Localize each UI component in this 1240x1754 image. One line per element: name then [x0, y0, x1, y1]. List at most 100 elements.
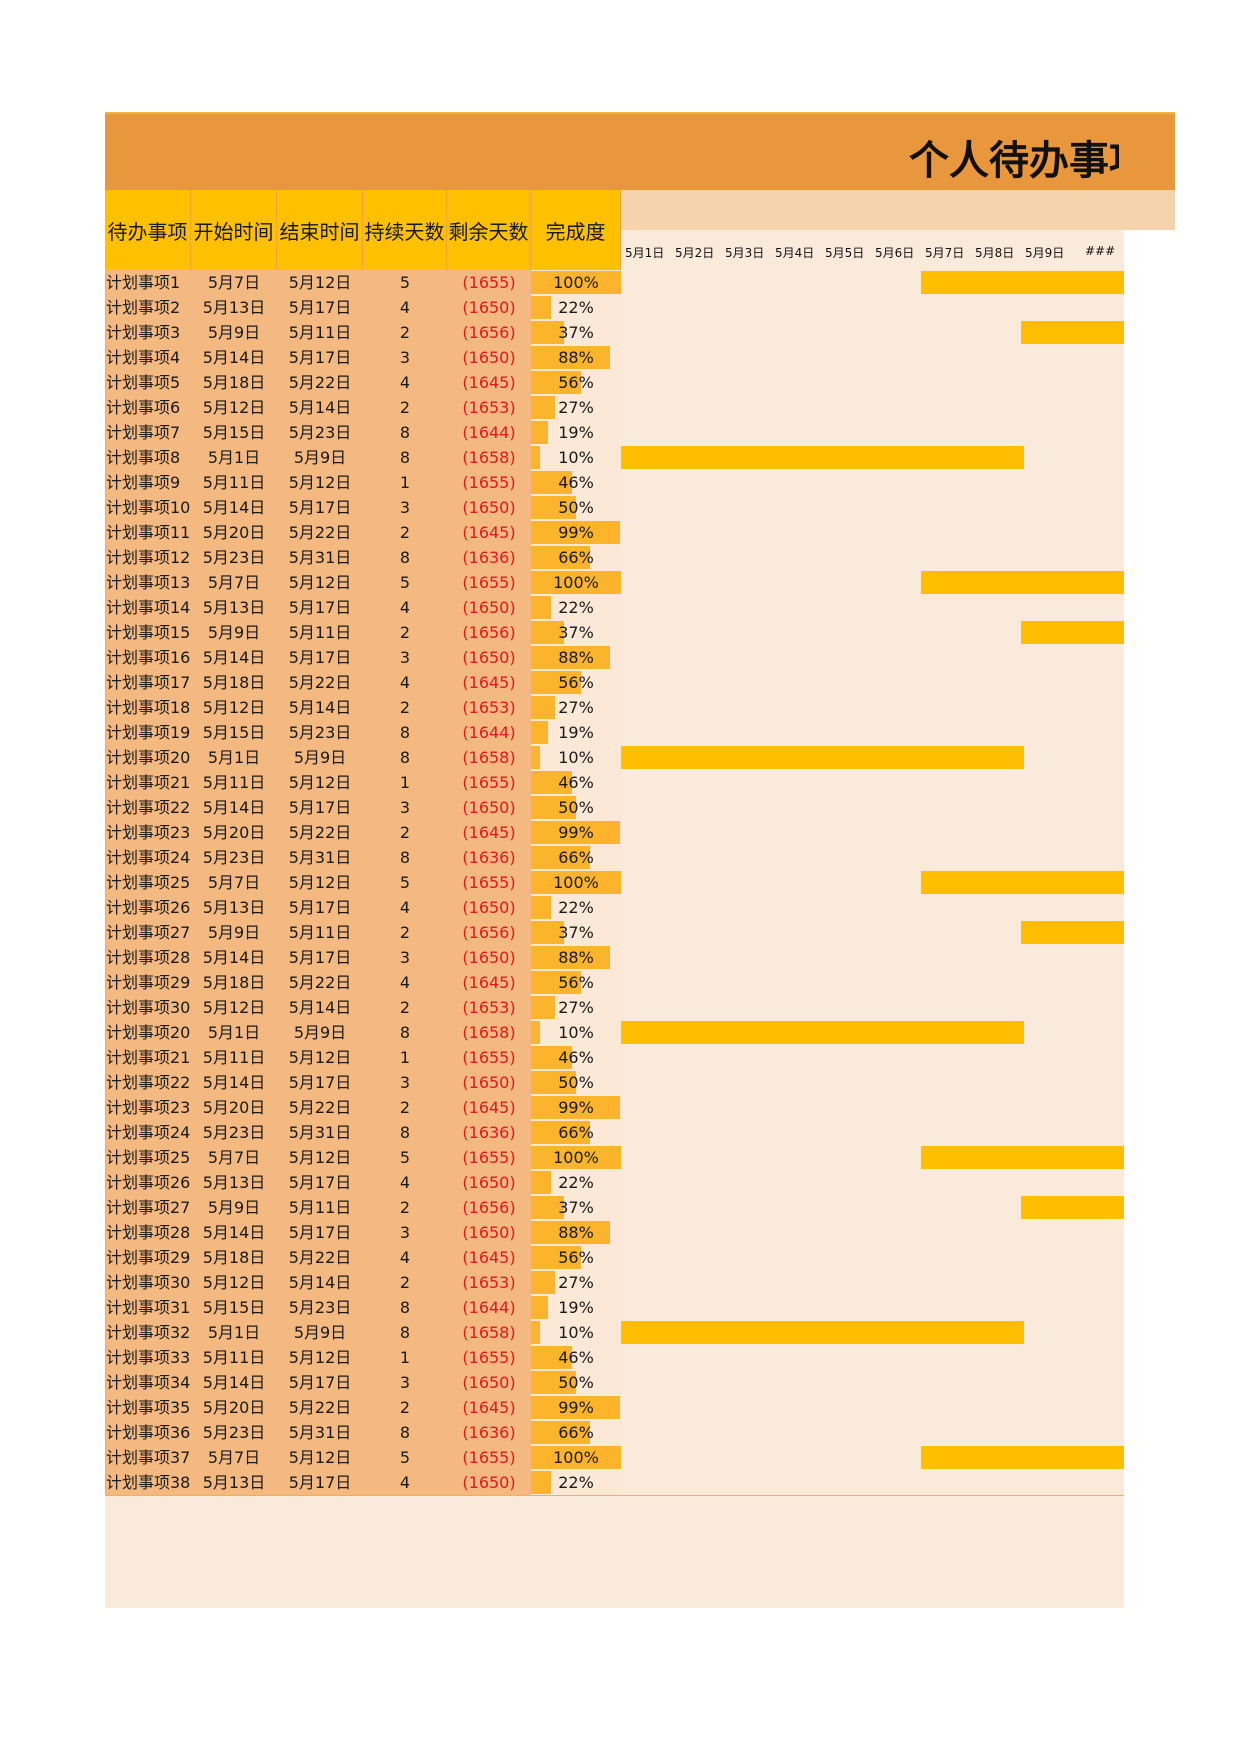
table-row[interactable]: 计划事项29 5月18日 5月22日 4 (1645) 56% [105, 970, 1124, 995]
table-row[interactable]: 计划事项17 5月18日 5月22日 4 (1645) 56% [105, 670, 1124, 695]
table-row[interactable]: 计划事项11 5月20日 5月22日 2 (1645) 99% [105, 520, 1124, 545]
task-name-cell[interactable]: 计划事项1 [105, 270, 192, 295]
start-date-cell[interactable]: 5月11日 [191, 770, 277, 795]
duration-cell[interactable]: 3 [363, 345, 447, 370]
end-date-cell[interactable]: 5月9日 [277, 745, 363, 770]
duration-cell[interactable]: 2 [363, 995, 447, 1020]
task-name-cell[interactable]: 计划事项24 [105, 845, 192, 870]
end-date-cell[interactable]: 5月17日 [277, 945, 363, 970]
progress-cell[interactable]: 99% [531, 520, 621, 545]
gantt-bar[interactable] [621, 446, 1024, 469]
table-row[interactable]: 计划事项25 5月7日 5月12日 5 (1655) 100% [105, 870, 1124, 895]
end-date-cell[interactable]: 5月17日 [277, 295, 363, 320]
task-name-cell[interactable]: 计划事项33 [105, 1345, 192, 1370]
remaining-days-cell[interactable]: (1658) [447, 1320, 531, 1345]
remaining-days-cell[interactable]: (1644) [447, 720, 531, 745]
progress-cell[interactable]: 22% [531, 895, 621, 920]
task-name-cell[interactable]: 计划事项22 [105, 795, 192, 820]
task-name-cell[interactable]: 计划事项17 [105, 670, 192, 695]
end-date-cell[interactable]: 5月14日 [277, 695, 363, 720]
remaining-days-cell[interactable]: (1650) [447, 1370, 531, 1395]
remaining-days-cell[interactable]: (1636) [447, 845, 531, 870]
gantt-bar[interactable] [1021, 621, 1124, 644]
table-row[interactable]: 计划事项6 5月12日 5月14日 2 (1653) 27% [105, 395, 1124, 420]
progress-cell[interactable]: 56% [531, 1245, 621, 1270]
remaining-days-cell[interactable]: (1650) [447, 345, 531, 370]
task-name-cell[interactable]: 计划事项31 [105, 1295, 192, 1320]
progress-cell[interactable]: 27% [531, 995, 621, 1020]
table-row[interactable]: 计划事项21 5月11日 5月12日 1 (1655) 46% [105, 1045, 1124, 1070]
gantt-bar[interactable] [1021, 921, 1124, 944]
start-date-cell[interactable]: 5月1日 [191, 1320, 277, 1345]
end-date-cell[interactable]: 5月17日 [277, 1220, 363, 1245]
progress-cell[interactable]: 27% [531, 395, 621, 420]
progress-cell[interactable]: 10% [531, 745, 621, 770]
remaining-days-cell[interactable]: (1636) [447, 1420, 531, 1445]
task-name-cell[interactable]: 计划事项11 [105, 520, 192, 545]
duration-cell[interactable]: 5 [363, 1445, 447, 1470]
start-date-cell[interactable]: 5月7日 [191, 270, 277, 295]
progress-cell[interactable]: 99% [531, 820, 621, 845]
progress-cell[interactable]: 46% [531, 470, 621, 495]
start-date-cell[interactable]: 5月15日 [191, 420, 277, 445]
end-date-cell[interactable]: 5月17日 [277, 1470, 363, 1495]
progress-cell[interactable]: 19% [531, 1295, 621, 1320]
table-row[interactable]: 计划事项25 5月7日 5月12日 5 (1655) 100% [105, 1145, 1124, 1170]
task-name-cell[interactable]: 计划事项10 [105, 495, 192, 520]
progress-cell[interactable]: 56% [531, 370, 621, 395]
remaining-days-cell[interactable]: (1644) [447, 1295, 531, 1320]
start-date-cell[interactable]: 5月18日 [191, 670, 277, 695]
end-date-cell[interactable]: 5月22日 [277, 370, 363, 395]
progress-cell[interactable]: 37% [531, 1195, 621, 1220]
end-date-cell[interactable]: 5月12日 [277, 470, 363, 495]
end-date-cell[interactable]: 5月12日 [277, 1445, 363, 1470]
table-row[interactable]: 计划事项22 5月14日 5月17日 3 (1650) 50% [105, 1070, 1124, 1095]
progress-cell[interactable]: 10% [531, 1320, 621, 1345]
end-date-cell[interactable]: 5月17日 [277, 1070, 363, 1095]
start-date-cell[interactable]: 5月23日 [191, 545, 277, 570]
task-name-cell[interactable]: 计划事项28 [105, 1220, 192, 1245]
task-name-cell[interactable]: 计划事项35 [105, 1395, 192, 1420]
start-date-cell[interactable]: 5月18日 [191, 970, 277, 995]
start-date-cell[interactable]: 5月13日 [191, 895, 277, 920]
task-name-cell[interactable]: 计划事项23 [105, 820, 192, 845]
start-date-cell[interactable]: 5月14日 [191, 495, 277, 520]
progress-cell[interactable]: 100% [531, 570, 621, 595]
end-date-cell[interactable]: 5月12日 [277, 1345, 363, 1370]
remaining-days-cell[interactable]: (1650) [447, 595, 531, 620]
start-date-cell[interactable]: 5月13日 [191, 1470, 277, 1495]
gantt-bar[interactable] [921, 271, 1124, 294]
progress-cell[interactable]: 88% [531, 945, 621, 970]
end-date-cell[interactable]: 5月31日 [277, 545, 363, 570]
duration-cell[interactable]: 4 [363, 970, 447, 995]
task-name-cell[interactable]: 计划事项21 [105, 1045, 192, 1070]
end-date-cell[interactable]: 5月22日 [277, 1245, 363, 1270]
gantt-bar[interactable] [1021, 321, 1124, 344]
progress-cell[interactable]: 22% [531, 1470, 621, 1495]
duration-cell[interactable]: 2 [363, 520, 447, 545]
start-date-cell[interactable]: 5月23日 [191, 1120, 277, 1145]
task-name-cell[interactable]: 计划事项30 [105, 995, 192, 1020]
progress-cell[interactable]: 99% [531, 1395, 621, 1420]
progress-cell[interactable]: 10% [531, 1020, 621, 1045]
table-row[interactable]: 计划事项20 5月1日 5月9日 8 (1658) 10% [105, 1020, 1124, 1045]
remaining-days-cell[interactable]: (1644) [447, 420, 531, 445]
progress-cell[interactable]: 50% [531, 1070, 621, 1095]
start-date-cell[interactable]: 5月11日 [191, 1345, 277, 1370]
gantt-bar[interactable] [921, 1446, 1124, 1469]
remaining-days-cell[interactable]: (1650) [447, 295, 531, 320]
remaining-days-cell[interactable]: (1650) [447, 495, 531, 520]
table-row[interactable]: 计划事项27 5月9日 5月11日 2 (1656) 37% [105, 920, 1124, 945]
table-row[interactable]: 计划事项30 5月12日 5月14日 2 (1653) 27% [105, 1270, 1124, 1295]
duration-cell[interactable]: 4 [363, 895, 447, 920]
progress-cell[interactable]: 22% [531, 295, 621, 320]
progress-cell[interactable]: 66% [531, 845, 621, 870]
table-row[interactable]: 计划事项35 5月20日 5月22日 2 (1645) 99% [105, 1395, 1124, 1420]
end-date-cell[interactable]: 5月12日 [277, 1045, 363, 1070]
end-date-cell[interactable]: 5月11日 [277, 620, 363, 645]
end-date-cell[interactable]: 5月12日 [277, 570, 363, 595]
task-name-cell[interactable]: 计划事项27 [105, 1195, 192, 1220]
duration-cell[interactable]: 3 [363, 945, 447, 970]
duration-cell[interactable]: 2 [363, 920, 447, 945]
task-name-cell[interactable]: 计划事项2 [105, 295, 192, 320]
